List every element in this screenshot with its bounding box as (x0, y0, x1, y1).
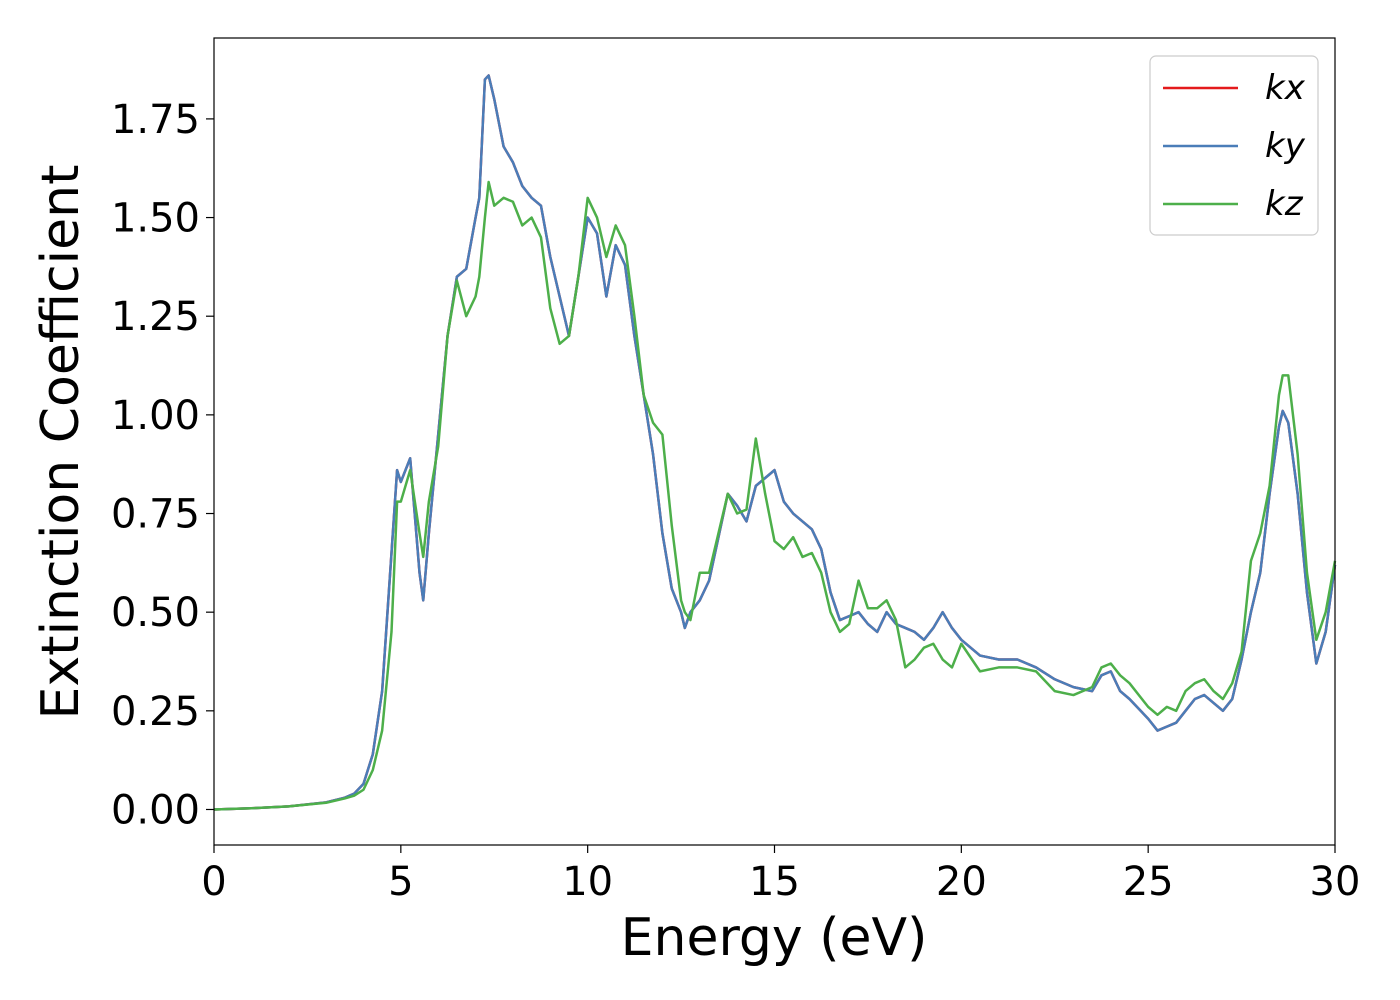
legend-label: ky (1265, 126, 1306, 166)
x-axis-label: Energy (eV) (621, 908, 928, 968)
x-tick-label: 20 (936, 859, 987, 905)
x-tick-label: 25 (1123, 859, 1174, 905)
y-tick-label: 0.00 (111, 787, 200, 833)
y-tick-label: 0.25 (111, 689, 200, 735)
y-tick-label: 0.75 (111, 492, 200, 538)
x-tick-label: 5 (388, 859, 413, 905)
series-line (213, 74, 1337, 811)
y-tick-label: 0.50 (111, 590, 200, 636)
y-tick-label: 1.50 (111, 196, 200, 242)
y-tick-label: 1.25 (111, 294, 200, 340)
x-tick-label: 15 (749, 859, 800, 905)
y-tick-label: 1.00 (111, 393, 200, 439)
x-tick-label: 0 (201, 859, 226, 905)
legend-label: kz (1265, 184, 1304, 224)
x-tick-label: 30 (1310, 859, 1361, 905)
legend-label: kx (1265, 68, 1306, 108)
plot-frame (213, 37, 1336, 846)
series-line (213, 180, 1337, 811)
y-axis-label: Extinction Coefficient (31, 165, 91, 720)
x-tick-label: 10 (562, 859, 613, 905)
y-tick-label: 1.75 (111, 97, 200, 143)
